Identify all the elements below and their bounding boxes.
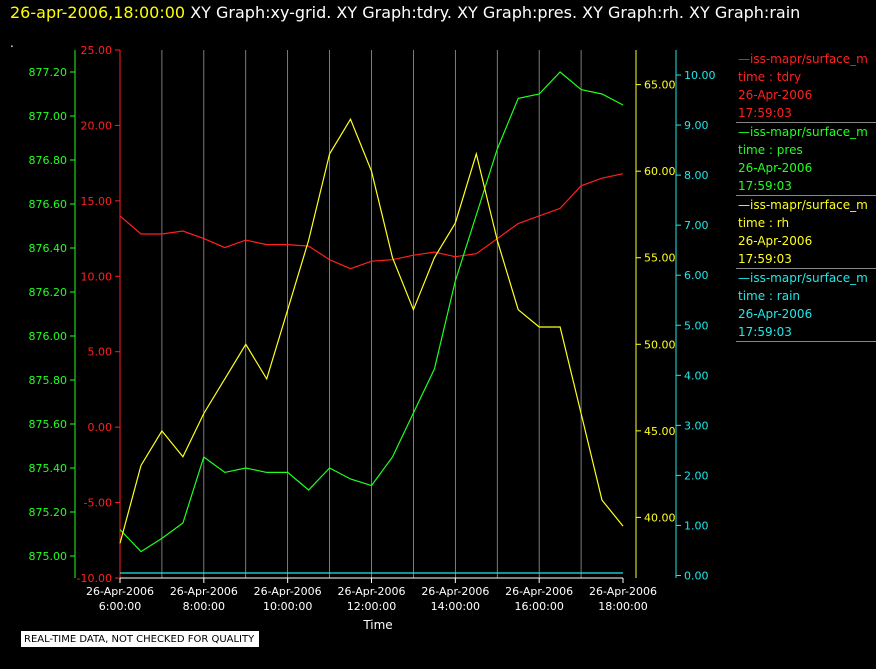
tdry-tick-label: 10.00 <box>81 270 113 283</box>
rain-tick-label: 4.00 <box>684 369 709 382</box>
legend-time: 17:59:03 <box>738 325 792 339</box>
pres-tick-label: 875.80 <box>29 374 68 387</box>
pres-tick-label: 876.40 <box>29 242 68 255</box>
legend-line: time : tdry <box>738 70 802 84</box>
tdry-tick-label: 25.00 <box>81 44 113 57</box>
x-tick-date: 26-Apr-2006 <box>337 585 405 598</box>
x-tick-date: 26-Apr-2006 <box>589 585 657 598</box>
pres-tick-label: 876.80 <box>29 154 68 167</box>
rain-tick-label: 8.00 <box>684 169 709 182</box>
legend-entry-pres: —iss-mapr/surface_m time : pres 26-Apr-2… <box>736 123 876 196</box>
pres-tick-label: 876.20 <box>29 286 68 299</box>
rh-tick-label: 55.00 <box>644 252 676 265</box>
x-axis-ticks: 26-Apr-2006 6:00:00 26-Apr-2006 8:00:00 26-A… <box>86 578 657 613</box>
pres-series-line <box>119 71 624 553</box>
x-tick-time: 14:00:00 <box>431 600 480 613</box>
legend-line: time : rain <box>738 289 801 303</box>
pres-tick-label: 877.20 <box>29 66 68 79</box>
chart-axes: 875.00 875.20 875.40 875.60 875.80 876.00 876.… <box>29 44 716 585</box>
x-tick-date: 26-Apr-2006 <box>86 585 154 598</box>
header-graph-pres: XY Graph:pres. <box>457 3 578 22</box>
rain-tick-label: 10.00 <box>684 69 716 82</box>
legend-entry-rh: —iss-mapr/surface_m time : rh 26-Apr-200… <box>736 196 876 269</box>
rh-tick-label: 60.00 <box>644 165 676 178</box>
tdry-tick-label: -5.00 <box>84 497 112 510</box>
pres-tick-label: 875.60 <box>29 418 68 431</box>
rh-tick-label: 40.00 <box>644 511 676 524</box>
rh-tick-label: 45.00 <box>644 425 676 438</box>
header-timestamp: 26-apr-2006,18:00:00 <box>10 3 186 22</box>
tdry-tick-label: 0.00 <box>88 421 113 434</box>
legend-line: time : rh <box>738 216 790 230</box>
x-tick-date: 26-Apr-2006 <box>170 585 238 598</box>
header-graph-xy-grid: XY Graph:xy-grid. <box>190 3 332 22</box>
rh-tick-label: 50.00 <box>644 338 676 351</box>
rh-series-line <box>119 117 624 544</box>
x-tick-date: 26-Apr-2006 <box>421 585 489 598</box>
legend-date: 26-Apr-2006 <box>738 161 813 175</box>
x-axis-label: Time <box>362 618 392 632</box>
header-graph-rain: XY Graph:rain <box>689 3 801 22</box>
x-tick-date: 26-Apr-2006 <box>505 585 573 598</box>
graph-header: 26-apr-2006,18:00:00 XY Graph:xy-grid. X… <box>10 3 800 22</box>
rain-tick-label: 9.00 <box>684 119 709 132</box>
legend-date: 26-Apr-2006 <box>738 234 813 248</box>
legend-date: 26-Apr-2006 <box>738 307 813 321</box>
rain-tick-label: 6.00 <box>684 269 709 282</box>
tdry-series-line <box>119 173 624 270</box>
tdry-tick-label: 5.00 <box>88 346 113 359</box>
rain-tick-label: 7.00 <box>684 219 709 232</box>
pres-tick-label: 876.60 <box>29 198 68 211</box>
pres-tick-label: 875.20 <box>29 506 68 519</box>
legend-entry-rain: —iss-mapr/surface_m time : rain 26-Apr-2… <box>736 269 876 342</box>
tdry-tick-label: 20.00 <box>81 119 113 132</box>
legend-line: time : pres <box>738 143 803 157</box>
legend-title: —iss-mapr/surface_m <box>738 125 868 139</box>
pres-tick-label: 877.00 <box>29 110 68 123</box>
legend-time: 17:59:03 <box>738 106 792 120</box>
rain-tick-label: 1.00 <box>684 519 709 532</box>
legend-time: 17:59:03 <box>738 252 792 266</box>
quality-notice: REAL-TIME DATA, NOT CHECKED FOR QUALITY <box>21 631 260 647</box>
header-graph-tdry: XY Graph:tdry. <box>336 3 452 22</box>
x-tick-time: 10:00:00 <box>263 600 312 613</box>
x-tick-time: 16:00:00 <box>514 600 563 613</box>
rain-tick-label: 2.00 <box>684 469 709 482</box>
legend: —iss-mapr/surface_m time : tdry 26-Apr-2… <box>736 50 876 342</box>
legend-date: 26-Apr-2006 <box>738 88 813 102</box>
tdry-tick-label: -10.00 <box>77 572 112 585</box>
rain-tick-label: 5.00 <box>684 319 709 332</box>
vertical-grid <box>161 50 582 578</box>
rain-tick-label: 0.00 <box>684 569 709 582</box>
x-tick-date: 26-Apr-2006 <box>254 585 322 598</box>
legend-title: —iss-mapr/surface_m <box>738 271 868 285</box>
rain-tick-label: 3.00 <box>684 419 709 432</box>
x-tick-time: 12:00:00 <box>347 600 396 613</box>
legend-time: 17:59:03 <box>738 179 792 193</box>
marker-dot: . <box>10 36 14 50</box>
header-graph-rh: XY Graph:rh. <box>582 3 684 22</box>
pres-tick-label: 876.00 <box>29 330 68 343</box>
x-tick-time: 18:00:00 <box>598 600 647 613</box>
pres-tick-label: 875.00 <box>29 550 68 563</box>
tdry-tick-label: 15.00 <box>81 195 113 208</box>
rh-tick-label: 65.00 <box>644 79 676 92</box>
legend-title: —iss-mapr/surface_m <box>738 52 868 66</box>
legend-title: —iss-mapr/surface_m <box>738 198 868 212</box>
x-tick-time: 6:00:00 <box>99 600 141 613</box>
legend-entry-tdry: —iss-mapr/surface_m time : tdry 26-Apr-2… <box>736 50 876 123</box>
pres-tick-label: 875.40 <box>29 462 68 475</box>
x-tick-time: 8:00:00 <box>183 600 225 613</box>
series-lines <box>119 71 624 574</box>
